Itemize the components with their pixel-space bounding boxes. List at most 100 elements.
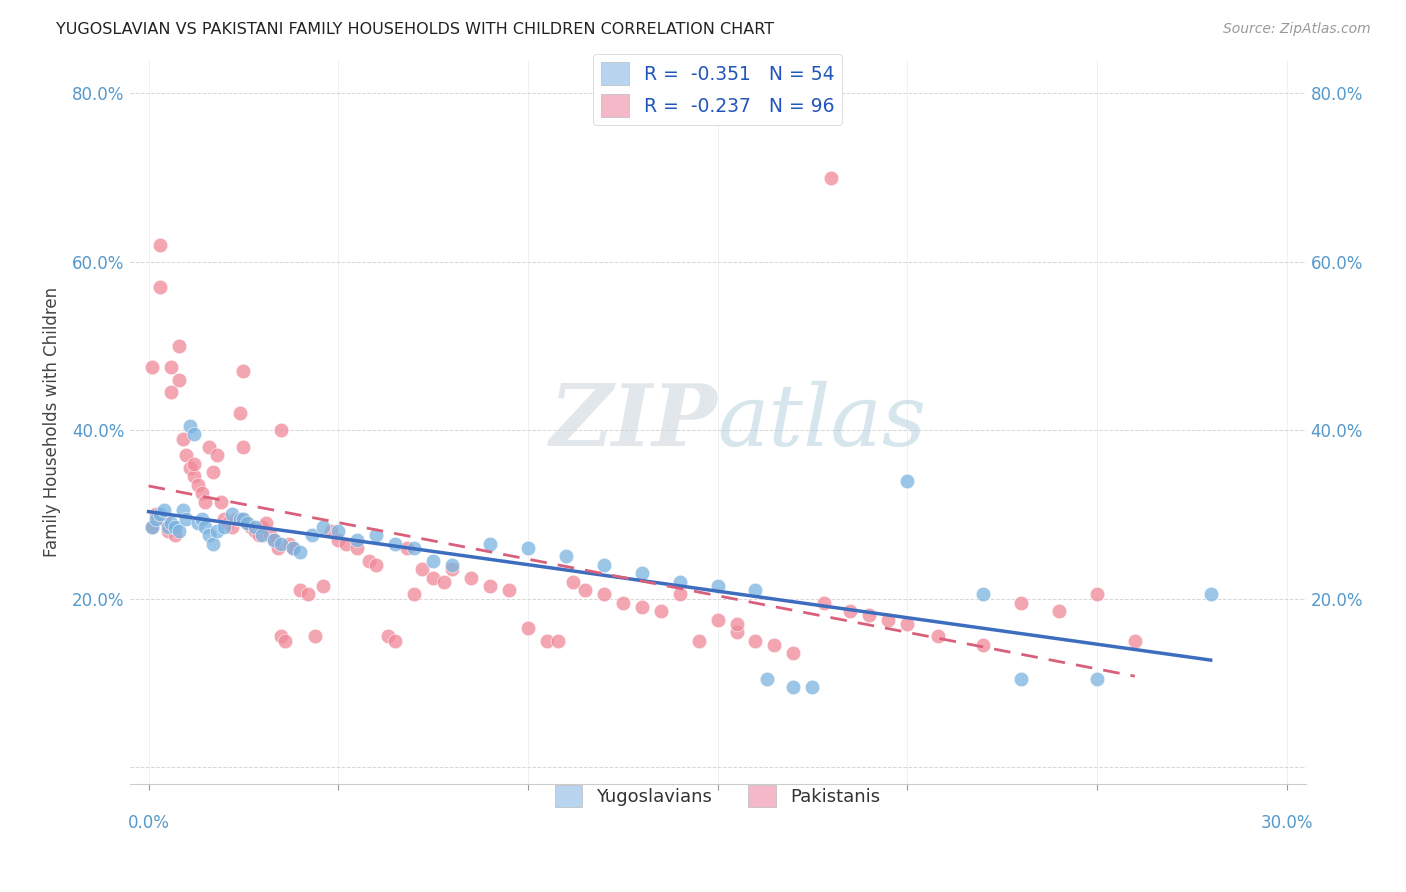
Point: [630, 599, 652, 614]
Point: [366, 528, 388, 542]
Point: [145, 511, 167, 525]
Point: [277, 537, 299, 551]
Point: [460, 570, 482, 584]
Point: [270, 630, 292, 644]
Point: [172, 503, 194, 517]
Point: [301, 528, 323, 542]
Point: [156, 524, 179, 539]
Point: [820, 170, 842, 185]
Point: [202, 465, 225, 479]
Point: [232, 364, 254, 378]
Point: [706, 613, 728, 627]
Point: [243, 520, 266, 534]
Point: [141, 359, 163, 374]
Point: [149, 238, 172, 252]
Point: [1199, 587, 1222, 601]
Point: [877, 613, 900, 627]
Point: [377, 630, 399, 644]
Point: [1123, 633, 1146, 648]
Point: [744, 583, 766, 598]
Point: [232, 511, 254, 525]
Point: [165, 528, 187, 542]
Point: [896, 474, 918, 488]
Point: [498, 583, 520, 598]
Point: [1047, 604, 1070, 618]
Point: [366, 558, 388, 572]
Point: [152, 503, 174, 517]
Point: [290, 545, 312, 559]
Point: [228, 511, 250, 525]
Point: [1085, 672, 1108, 686]
Point: [801, 680, 824, 694]
Point: [650, 604, 672, 618]
Point: [440, 558, 463, 572]
Text: YUGOSLAVIAN VS PAKISTANI FAMILY HOUSEHOLDS WITH CHILDREN CORRELATION CHART: YUGOSLAVIAN VS PAKISTANI FAMILY HOUSEHOL…: [56, 22, 775, 37]
Point: [160, 385, 183, 400]
Point: [183, 457, 205, 471]
Point: [688, 633, 710, 648]
Point: [612, 596, 634, 610]
Point: [335, 537, 357, 551]
Point: [813, 596, 835, 610]
Point: [152, 511, 174, 525]
Text: Source: ZipAtlas.com: Source: ZipAtlas.com: [1223, 22, 1371, 37]
Point: [395, 541, 418, 555]
Point: [839, 604, 862, 618]
Point: [927, 630, 949, 644]
Point: [141, 520, 163, 534]
Point: [205, 449, 228, 463]
Point: [478, 579, 501, 593]
Point: [149, 280, 172, 294]
Point: [384, 537, 406, 551]
Point: [240, 520, 263, 534]
Legend: Yugoslavians, Pakistanis: Yugoslavians, Pakistanis: [548, 778, 887, 814]
Point: [228, 406, 250, 420]
Point: [274, 633, 297, 648]
Point: [236, 516, 259, 530]
Point: [782, 646, 804, 660]
Point: [706, 579, 728, 593]
Point: [725, 625, 748, 640]
Point: [179, 461, 201, 475]
Point: [346, 533, 368, 547]
Point: [668, 574, 690, 589]
Point: [236, 516, 259, 530]
Point: [725, 616, 748, 631]
Point: [1010, 672, 1032, 686]
Point: [167, 524, 190, 539]
Point: [254, 516, 277, 530]
Point: [763, 638, 786, 652]
Point: [190, 486, 212, 500]
Point: [198, 440, 221, 454]
Point: [1010, 596, 1032, 610]
Point: [972, 587, 994, 601]
Point: [214, 520, 236, 534]
Point: [433, 574, 456, 589]
Point: [668, 587, 690, 601]
Point: [516, 541, 538, 555]
Point: [221, 520, 243, 534]
Point: [440, 562, 463, 576]
Point: [536, 633, 558, 648]
Point: [357, 554, 380, 568]
Point: [160, 516, 183, 530]
Point: [858, 608, 880, 623]
Point: [478, 537, 501, 551]
Text: ZIP: ZIP: [550, 380, 717, 464]
Point: [202, 537, 225, 551]
Point: [782, 680, 804, 694]
Point: [972, 638, 994, 652]
Point: [574, 583, 596, 598]
Point: [187, 516, 209, 530]
Point: [145, 508, 167, 522]
Point: [198, 528, 221, 542]
Point: [554, 549, 576, 564]
Point: [176, 511, 198, 525]
Point: [411, 562, 433, 576]
Point: [346, 541, 368, 555]
Point: [592, 587, 614, 601]
Point: [187, 478, 209, 492]
Point: [141, 520, 163, 534]
Point: [149, 508, 172, 522]
Point: [232, 511, 254, 525]
